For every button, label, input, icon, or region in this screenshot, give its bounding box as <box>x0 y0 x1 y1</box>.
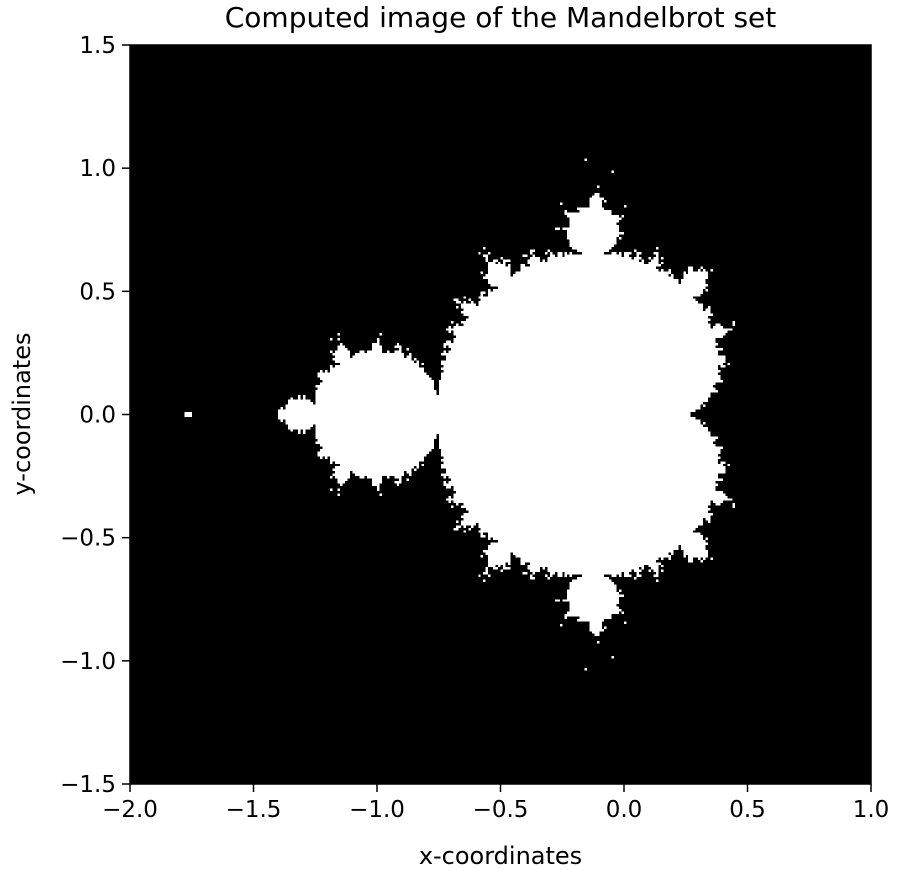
x-axis-label: x-coordinates <box>419 842 582 870</box>
y-tick-label: 0.0 <box>79 403 116 429</box>
y-tick-label: −1.0 <box>60 649 116 675</box>
x-tick-label: 0.0 <box>606 797 643 823</box>
mandelbrot-fractal-image <box>130 45 871 784</box>
y-tick-label: −1.5 <box>60 772 116 798</box>
y-tick-label: 1.0 <box>79 156 116 182</box>
y-axis-ticks: −1.5 −1.0 −0.5 0.0 0.5 1.0 1.5 <box>60 33 130 798</box>
y-axis-label: y-coordinates <box>8 333 36 496</box>
x-tick-label: −1.5 <box>226 797 282 823</box>
chart-title: Computed image of the Mandelbrot set <box>225 1 777 34</box>
fractal-image-container <box>130 45 871 784</box>
y-tick-label: 1.5 <box>79 33 116 59</box>
x-tick-label: 0.5 <box>729 797 766 823</box>
y-tick-label: −0.5 <box>60 526 116 552</box>
x-tick-label: −2.0 <box>102 797 158 823</box>
x-tick-label: −0.5 <box>473 797 529 823</box>
x-tick-label: −1.0 <box>349 797 405 823</box>
x-axis-ticks: −2.0 −1.5 −1.0 −0.5 0.0 0.5 1.0 <box>102 784 889 823</box>
plot-area <box>129 44 872 785</box>
x-tick-label: 1.0 <box>853 797 890 823</box>
y-tick-label: 0.5 <box>79 279 116 305</box>
